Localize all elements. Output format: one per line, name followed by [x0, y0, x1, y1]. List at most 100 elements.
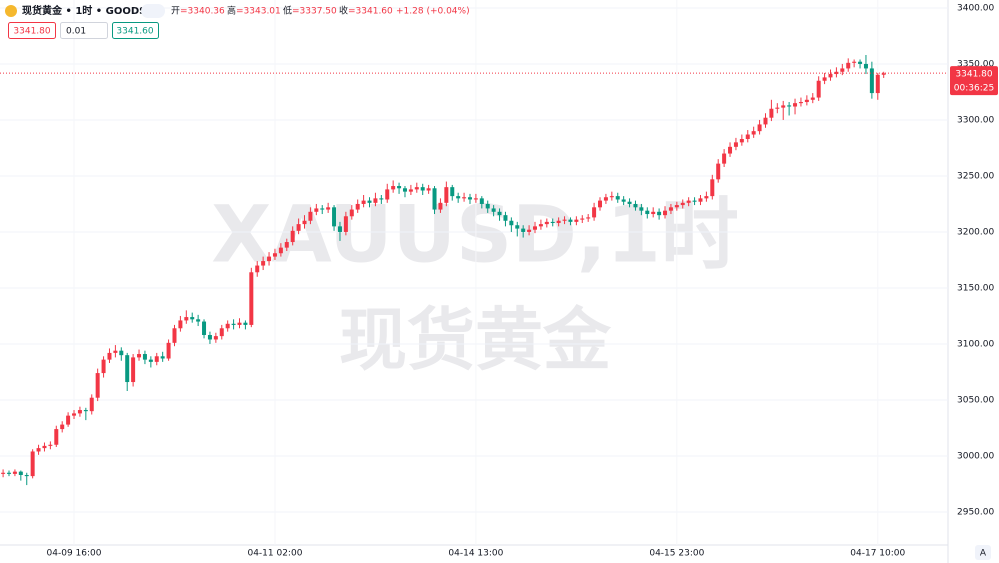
y-tick-label: 3400.00: [957, 3, 994, 13]
candle-body: [95, 373, 100, 398]
candle-body: [544, 221, 549, 225]
high-label: 高: [227, 5, 236, 17]
candle-body: [160, 356, 165, 359]
candle-body: [580, 218, 585, 220]
candle-body: [633, 203, 638, 208]
candle-body: [680, 202, 685, 206]
candle-body: [763, 117, 768, 125]
price-tag: [950, 66, 998, 96]
candle-body: [592, 207, 597, 218]
candle-body: [72, 413, 77, 416]
candle-body: [651, 211, 656, 215]
candle-body: [574, 219, 579, 222]
candle-body: [810, 97, 815, 100]
candle-body: [621, 199, 626, 202]
candle-body: [60, 424, 65, 430]
candle-body: [243, 322, 248, 325]
candle-body: [302, 220, 307, 225]
candle-body: [503, 215, 508, 221]
candle-body: [728, 146, 733, 154]
candle-body: [272, 253, 277, 257]
candle-body: [225, 323, 230, 329]
candle-body: [710, 179, 715, 197]
candle-body: [408, 189, 413, 192]
candle-body: [414, 187, 419, 190]
candle-body: [213, 336, 218, 340]
price-tag-countdown: 00:36:25: [954, 84, 994, 94]
candle-body: [267, 256, 272, 262]
candle-body: [332, 207, 337, 227]
candle-body: [473, 198, 478, 200]
auto-scale-button[interactable]: [975, 545, 991, 560]
candle-body: [284, 242, 289, 248]
candle-body: [840, 68, 845, 72]
candle-body: [1, 472, 6, 474]
candle-body: [107, 352, 112, 360]
candle-body: [869, 68, 874, 94]
low-value: =3337.50: [292, 7, 337, 17]
candle-body: [645, 210, 650, 215]
candle-body: [716, 163, 721, 180]
change-value: +1.28 (+0.04%): [396, 7, 470, 17]
candle-body: [231, 323, 236, 325]
candle-body: [852, 61, 857, 63]
spread-box: [60, 22, 108, 39]
candle-body: [450, 187, 455, 197]
candle-body: [125, 355, 130, 383]
candle-body: [698, 198, 703, 202]
candle-body: [148, 359, 153, 362]
candle-body: [456, 196, 461, 199]
candle-body: [846, 62, 851, 69]
candle-body: [497, 211, 502, 216]
close-value: =3341.60: [348, 7, 393, 17]
candle-body: [184, 317, 189, 321]
candle-body: [598, 200, 603, 208]
candle-body: [343, 216, 348, 232]
candle-body: [603, 197, 608, 201]
candle-body: [609, 196, 614, 198]
candle-body: [249, 272, 254, 325]
candle-body: [320, 208, 325, 210]
candle-body: [326, 207, 331, 210]
candle-body: [397, 186, 402, 189]
symbol-title[interactable]: 现货黄金 • 1时 • GOODS: [22, 4, 146, 17]
y-tick-label: 3300.00: [957, 115, 994, 125]
candle-body: [704, 196, 709, 199]
close-label: 收: [339, 5, 348, 17]
visibility-toggle[interactable]: [141, 4, 165, 18]
candle-body: [432, 188, 437, 210]
x-tick-label: 04-11 02:00: [247, 549, 302, 559]
open-label: 开: [171, 6, 180, 17]
candle-body: [674, 205, 679, 208]
candle-body: [290, 230, 295, 243]
sell-button[interactable]: [8, 22, 56, 39]
candle-body: [863, 63, 868, 69]
candle-body: [420, 187, 425, 191]
spread: 0.01: [66, 27, 86, 37]
candle-body: [834, 71, 839, 75]
candle-body: [207, 334, 212, 340]
candle-body: [24, 474, 29, 477]
auto-scale-label: A: [980, 549, 987, 559]
x-tick-label: 04-14 13:00: [448, 549, 503, 559]
candle-body: [166, 342, 171, 359]
candle-body: [308, 211, 313, 221]
candle-body: [190, 317, 195, 320]
high-value: =3343.01: [236, 7, 281, 17]
candle-body: [154, 356, 159, 362]
candle-body: [18, 471, 23, 475]
buy-button[interactable]: [112, 22, 159, 39]
candle-body: [745, 134, 750, 139]
candle-body: [373, 198, 378, 203]
candle-body: [355, 203, 360, 210]
y-tick-label: 2950.00: [957, 507, 994, 517]
candle-body: [639, 207, 644, 211]
candle-body: [556, 220, 561, 223]
candle-body: [385, 189, 390, 200]
watermark-symbol: XAUUSD,1时: [211, 190, 739, 280]
candle-body: [822, 77, 827, 81]
y-tick-label: 3200.00: [957, 227, 994, 237]
candle-body: [521, 228, 526, 232]
candle-body: [479, 198, 484, 204]
candle-body: [686, 200, 691, 203]
